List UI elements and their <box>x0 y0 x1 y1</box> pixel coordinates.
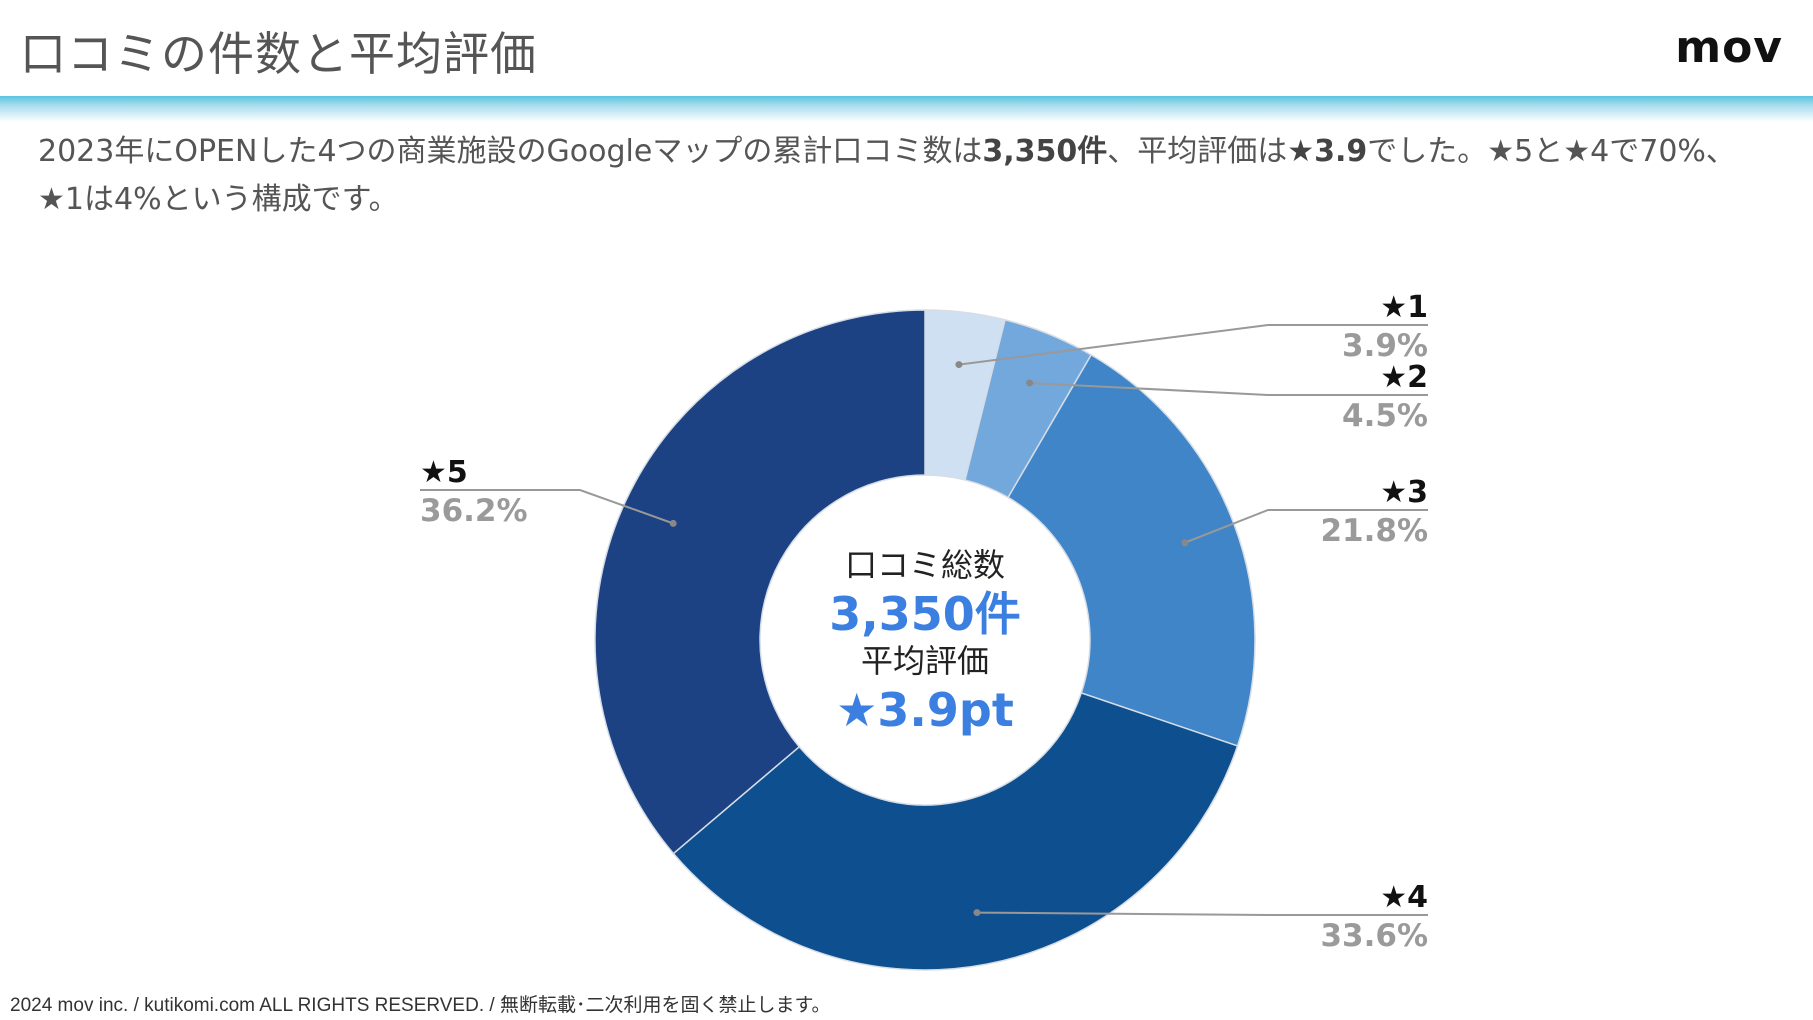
value-label-star-3: 21.8% <box>1320 513 1428 549</box>
summary-part-3: でした。★5と★4で70%、★1は4%という構成です。 <box>38 134 1736 217</box>
leader-dot-star-2 <box>1026 379 1034 387</box>
value-label-star-5: 36.2% <box>420 493 528 529</box>
center-average-value: ★3.9pt <box>836 683 1014 737</box>
category-label-star-2: ★2 <box>1380 360 1428 395</box>
center-label-average: 平均評価 <box>861 642 989 680</box>
leader-dot-star-4 <box>973 909 981 917</box>
header: 口コミの件数と平均評価 mov <box>0 0 1813 98</box>
summary-average: ★3.9 <box>1287 134 1368 169</box>
value-label-star-2: 4.5% <box>1342 398 1428 434</box>
center-total-value: 3,350件 <box>829 587 1021 641</box>
header-gradient-bar <box>0 96 1813 122</box>
summary-part-1: 2023年にOPENした4つの商業施設のGoogleマップの累計口コミ数は <box>38 134 983 169</box>
leader-line-star-4 <box>976 911 1428 916</box>
leader-dot-star-1 <box>955 361 963 369</box>
leader-line-star-1 <box>958 324 1428 366</box>
slice-labels: ★13.9%★24.5% ★321.8% ★433.6% ★536.2% <box>420 290 1428 954</box>
center-label-total: 口コミ総数 <box>845 546 1005 584</box>
leader-line-star-2 <box>1029 381 1428 396</box>
summary-text: 2023年にOPENした4つの商業施設のGoogleマップの累計口コミ数は3,3… <box>38 128 1778 224</box>
donut-center: 口コミ総数 3,350件 平均評価 ★3.9pt <box>829 546 1021 737</box>
slice-star-5 <box>594 309 926 855</box>
summary-total-count: 3,350件 <box>982 134 1108 169</box>
mov-logo: mov <box>1675 22 1783 73</box>
donut-slices <box>594 309 1256 971</box>
slice-star-4 <box>672 692 1239 971</box>
page-title: 口コミの件数と平均評価 <box>20 27 537 81</box>
value-label-star-4: 33.6% <box>1320 918 1428 954</box>
leader-line-star-3 <box>1184 509 1428 544</box>
footer-copyright: 2024 mov inc. / kutikomi.com ALL RIGHTS … <box>10 995 831 1016</box>
category-label-star-4: ★4 <box>1380 880 1428 915</box>
leader-lines <box>420 324 1428 917</box>
leader-dot-star-3 <box>1181 539 1189 547</box>
category-label-star-5: ★5 <box>420 455 468 490</box>
summary-part-2: 、平均評価は <box>1107 134 1288 169</box>
slice-star-3 <box>1007 353 1256 747</box>
leader-line-star-5 <box>420 489 674 525</box>
value-label-star-1: 3.9% <box>1342 328 1428 364</box>
category-label-star-3: ★3 <box>1380 475 1428 510</box>
leader-dot-star-5 <box>669 519 677 527</box>
category-label-star-1: ★1 <box>1380 290 1428 325</box>
